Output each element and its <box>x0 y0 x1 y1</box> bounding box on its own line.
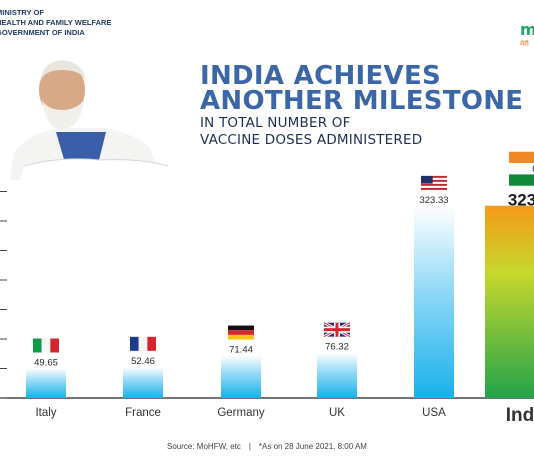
ministry-line-2: HEALTH AND FAMILY WELFARE <box>0 18 112 27</box>
flag-stripe <box>147 336 156 351</box>
flag-stripe <box>228 334 254 340</box>
bar-italy <box>26 368 66 398</box>
footer-separator: | <box>248 442 251 451</box>
india-flag <box>509 151 534 186</box>
bar-usa <box>414 205 454 398</box>
subheadline-line-2: VACCINE DOSES ADMINISTERED <box>200 132 423 148</box>
flag-stripe <box>421 185 447 188</box>
value-label: 323 <box>508 191 534 210</box>
flag-stripe <box>50 338 59 353</box>
ministry-line-1: MINISTRY OF <box>0 8 44 17</box>
ministry-line-3: GOVERNMENT OF INDIA <box>0 28 85 37</box>
flag-stripe <box>421 177 447 180</box>
headline-line-1: INDIA ACHIEVES <box>200 64 442 91</box>
flag-cross <box>324 328 350 332</box>
value-label: 49.65 <box>34 358 58 369</box>
source-text: Source: MoHFW, etc <box>167 442 241 451</box>
germany-flag <box>228 325 254 340</box>
flag-stripe <box>421 179 447 182</box>
uk-flag <box>323 321 351 338</box>
flag-chakra <box>532 165 534 173</box>
ministry-block: MINISTRY OF HEALTH AND FAMILY WELFARE GO… <box>0 8 111 38</box>
flag-stripe <box>421 183 447 186</box>
logo-mark: m <box>520 20 534 39</box>
value-label: 76.32 <box>325 342 349 353</box>
usa-flag <box>421 175 447 190</box>
value-label: 323.33 <box>419 195 448 206</box>
flag-stripe <box>138 336 148 351</box>
category-label: Italy <box>35 407 56 419</box>
source-footer: Source: MoHFW, etc | *As on 28 June 2021, … <box>0 442 534 451</box>
flag-stripe <box>421 175 447 178</box>
flag-canton <box>421 175 433 184</box>
flag-stripe <box>509 174 534 186</box>
flag-stripe <box>509 151 534 164</box>
value-label: 71.44 <box>229 345 253 356</box>
flag-stripe <box>228 325 254 331</box>
category-label: Germany <box>217 407 265 419</box>
headline-line-2: ANOTHER MILESTONE <box>200 86 524 116</box>
bar-germany <box>221 355 261 398</box>
bar-france <box>123 366 163 398</box>
flag-stripe <box>130 336 139 351</box>
flag-stripe <box>421 187 447 190</box>
headline-block: INDIA ACHIEVES ANOTHER MILESTONE IN TOTA… <box>200 64 534 148</box>
france-flag <box>130 336 156 351</box>
bar-india <box>485 205 534 398</box>
bar-uk <box>317 352 357 398</box>
flag-stripe <box>421 181 447 184</box>
flag-stripe <box>41 338 51 353</box>
italy-flag <box>33 338 59 353</box>
category-label: France <box>125 407 161 419</box>
as-on-note: *As on 28 June 2021, 8:00 AM <box>258 442 367 451</box>
pm-portrait <box>10 60 170 180</box>
logo-sub: मेरी <box>520 41 529 48</box>
category-label: USA <box>422 407 446 419</box>
flag-stripe <box>33 338 42 353</box>
category-label: Ind <box>506 405 534 426</box>
category-label: UK <box>329 407 345 419</box>
value-label: 52.46 <box>131 356 155 367</box>
flag-stripe <box>228 330 254 335</box>
flag-stripe <box>509 163 534 175</box>
subheadline-line-1: IN TOTAL NUMBER OF <box>200 115 351 131</box>
mygov-logo: m मेरी <box>516 20 534 50</box>
